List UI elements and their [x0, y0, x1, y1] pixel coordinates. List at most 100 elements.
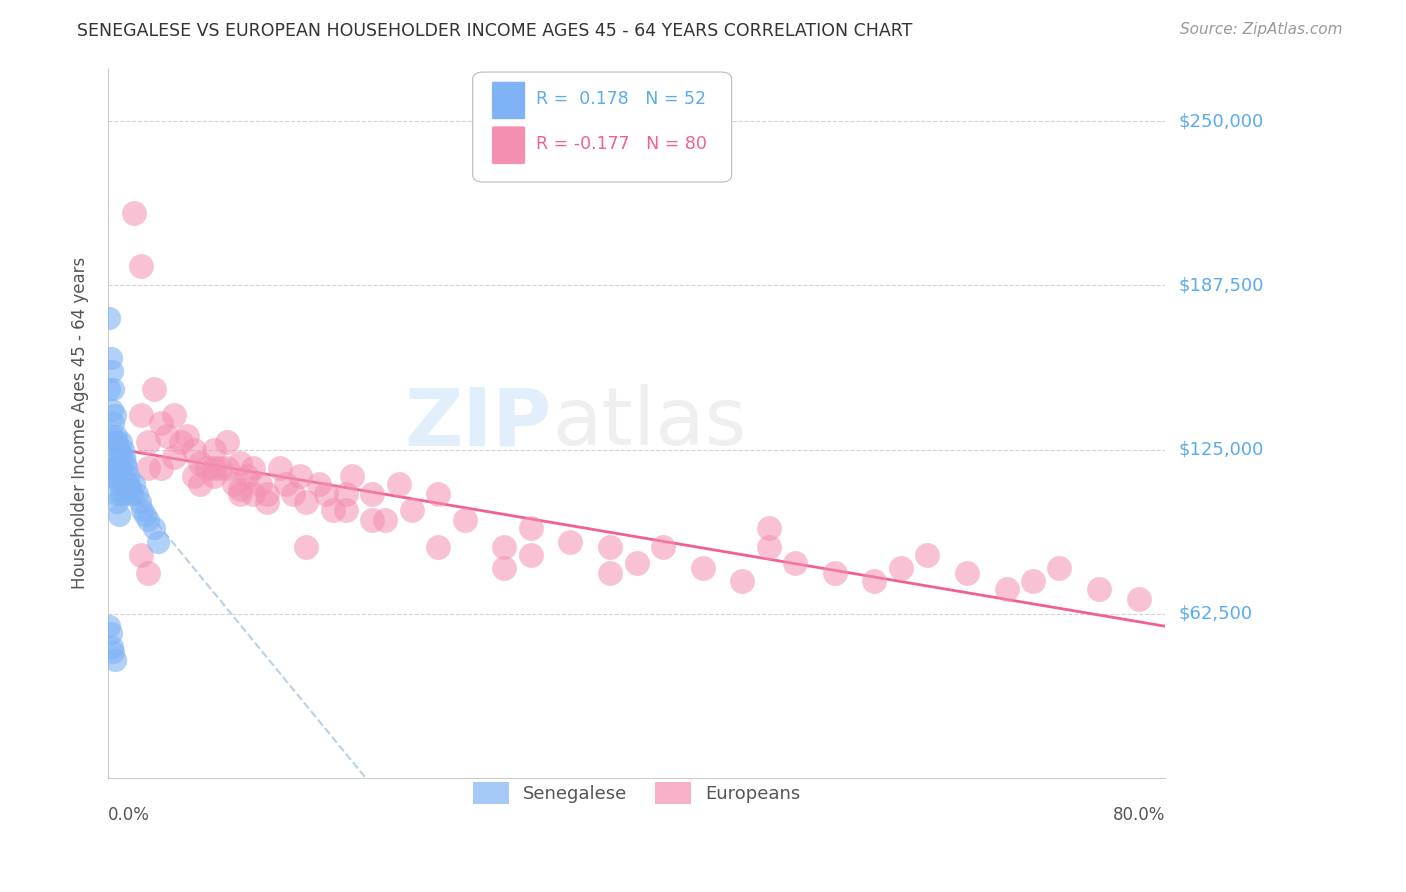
Point [136, 461, 159, 475]
Text: 80.0%: 80.0% [1112, 806, 1166, 824]
Point [129, 259, 152, 273]
Point [626, 556, 648, 570]
Point [105, 495, 128, 509]
Point [361, 514, 384, 528]
Point [129, 548, 152, 562]
Text: $125,000: $125,000 [1180, 441, 1264, 458]
Text: $250,000: $250,000 [1180, 112, 1264, 130]
Point [335, 487, 357, 501]
Point [202, 461, 225, 475]
Point [229, 482, 252, 496]
Point [190, 456, 212, 470]
Point [229, 456, 252, 470]
Point [98, 618, 121, 632]
Point [107, 442, 129, 457]
Point [100, 626, 122, 640]
Text: SENEGALESE VS EUROPEAN HOUSEHOLDER INCOME AGES 45 - 64 YEARS CORRELATION CHART: SENEGALESE VS EUROPEAN HOUSEHOLDER INCOM… [77, 22, 912, 40]
Point [149, 461, 172, 475]
Point [824, 566, 846, 580]
Point [183, 468, 205, 483]
Point [758, 521, 780, 535]
Point [111, 468, 134, 483]
Point [335, 503, 357, 517]
Point [104, 434, 127, 449]
Point [276, 476, 298, 491]
Point [427, 487, 450, 501]
Point [388, 476, 411, 491]
Point [242, 487, 264, 501]
Point [758, 540, 780, 554]
Point [520, 521, 543, 535]
Point [322, 503, 344, 517]
Point [149, 417, 172, 431]
Point [692, 561, 714, 575]
Point [107, 508, 129, 523]
Point [315, 487, 337, 501]
Point [100, 429, 122, 443]
Point [136, 514, 159, 528]
Point [110, 434, 132, 449]
Point [105, 434, 128, 449]
Point [118, 476, 141, 491]
Point [269, 461, 291, 475]
Point [131, 503, 153, 517]
Point [114, 487, 136, 501]
Point [104, 429, 127, 443]
Point [121, 487, 143, 501]
Point [215, 434, 238, 449]
Point [100, 351, 122, 365]
Point [956, 566, 979, 580]
Point [100, 468, 122, 483]
Point [520, 548, 543, 562]
Point [176, 429, 198, 443]
Point [110, 487, 132, 501]
Point [401, 503, 423, 517]
Point [103, 382, 125, 396]
Text: R = -0.177   N = 80: R = -0.177 N = 80 [536, 135, 707, 153]
Point [560, 534, 582, 549]
Point [163, 450, 186, 465]
Point [103, 417, 125, 431]
Point [222, 476, 245, 491]
Point [295, 540, 318, 554]
Point [104, 487, 127, 501]
Point [308, 476, 330, 491]
Point [136, 434, 159, 449]
Point [361, 487, 384, 501]
Point [112, 450, 135, 465]
Point [103, 461, 125, 475]
Point [281, 487, 304, 501]
Point [183, 442, 205, 457]
Point [104, 468, 127, 483]
Point [342, 468, 364, 483]
Point [256, 495, 278, 509]
Point [890, 561, 912, 575]
Text: atlas: atlas [553, 384, 747, 462]
Point [134, 508, 156, 523]
Point [1128, 592, 1150, 607]
Point [190, 476, 212, 491]
Point [101, 640, 124, 654]
Point [652, 540, 675, 554]
Point [98, 311, 121, 326]
Point [995, 582, 1018, 596]
Point [235, 468, 257, 483]
Point [110, 461, 132, 475]
Point [98, 382, 121, 396]
Point [494, 540, 516, 554]
Point [111, 442, 134, 457]
Point [599, 566, 621, 580]
Text: $187,500: $187,500 [1180, 277, 1264, 294]
Point [115, 461, 138, 475]
Point [143, 382, 166, 396]
Point [120, 482, 142, 496]
Point [783, 556, 806, 570]
Point [114, 456, 136, 470]
Point [104, 409, 127, 423]
Point [1022, 574, 1045, 588]
Point [101, 364, 124, 378]
Point [731, 574, 754, 588]
Point [124, 206, 146, 220]
Point [209, 461, 232, 475]
Point [107, 468, 129, 483]
